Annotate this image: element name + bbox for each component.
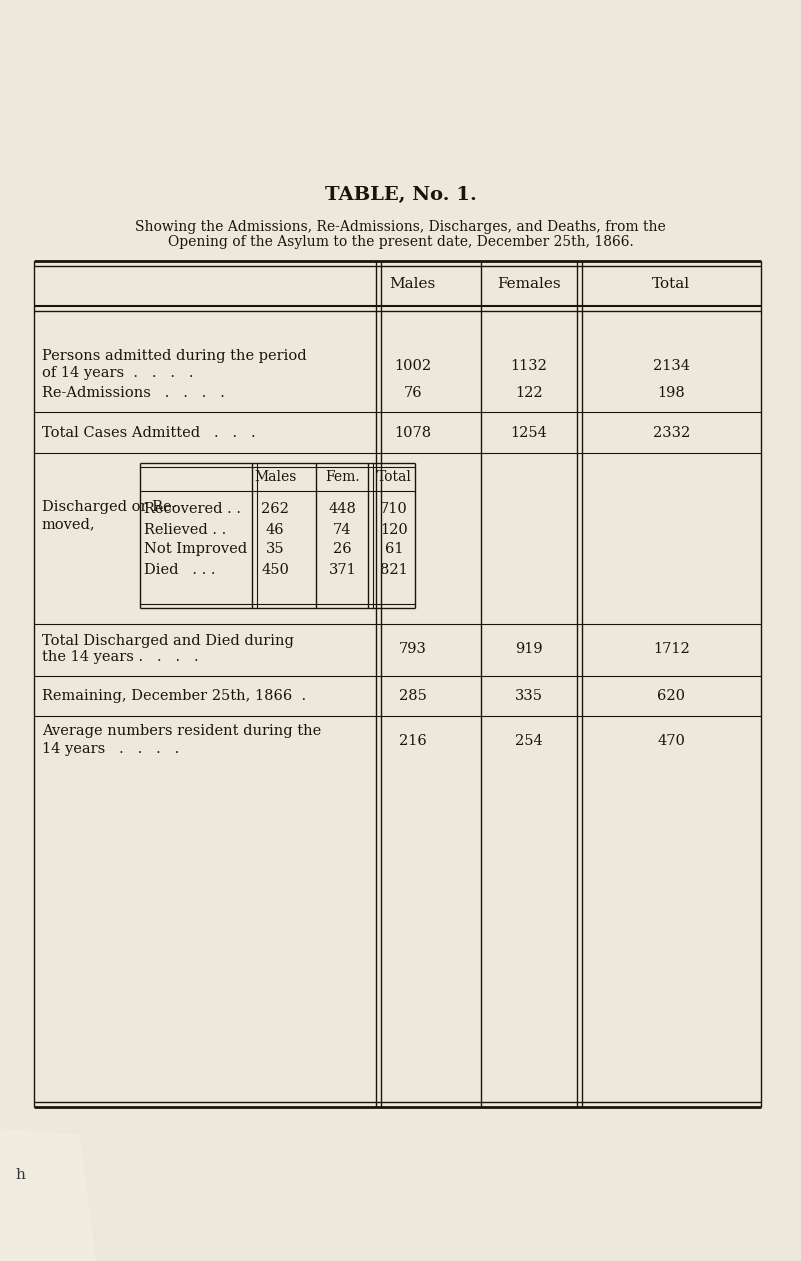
- Text: 1002: 1002: [394, 358, 432, 373]
- Text: Total Discharged and Died during: Total Discharged and Died during: [42, 633, 293, 648]
- Text: 793: 793: [399, 642, 427, 657]
- Text: Discharged or Re-: Discharged or Re-: [42, 499, 176, 514]
- Text: 371: 371: [328, 562, 356, 578]
- Text: 470: 470: [658, 734, 685, 749]
- Text: Females: Females: [497, 276, 561, 291]
- Text: 2332: 2332: [653, 425, 690, 440]
- Text: 122: 122: [515, 386, 542, 401]
- Text: Total: Total: [652, 276, 690, 291]
- Text: Average numbers resident during the: Average numbers resident during the: [42, 724, 321, 739]
- Text: h: h: [15, 1168, 25, 1183]
- Text: 1078: 1078: [394, 425, 432, 440]
- Text: 620: 620: [658, 689, 685, 704]
- Text: 262: 262: [261, 502, 289, 517]
- Text: 1254: 1254: [510, 425, 547, 440]
- Text: 26: 26: [333, 541, 352, 556]
- Text: 46: 46: [266, 522, 284, 537]
- Text: 1712: 1712: [653, 642, 690, 657]
- Text: Males: Males: [254, 469, 296, 484]
- Text: 198: 198: [658, 386, 685, 401]
- Text: 710: 710: [380, 502, 408, 517]
- Text: 35: 35: [266, 541, 284, 556]
- Text: 285: 285: [399, 689, 427, 704]
- Text: Died   . . .: Died . . .: [144, 562, 215, 578]
- Text: 74: 74: [333, 522, 352, 537]
- Text: 335: 335: [515, 689, 542, 704]
- Text: 120: 120: [380, 522, 408, 537]
- Polygon shape: [0, 1129, 96, 1261]
- Text: the 14 years .   .   .   .: the 14 years . . . .: [42, 649, 199, 665]
- Text: 2134: 2134: [653, 358, 690, 373]
- Text: Total Cases Admitted   .   .   .: Total Cases Admitted . . .: [42, 425, 256, 440]
- Text: Opening of the Asylum to the present date, December 25th, 1866.: Opening of the Asylum to the present dat…: [167, 235, 634, 250]
- Text: 76: 76: [404, 386, 422, 401]
- Text: Persons admitted during the period: Persons admitted during the period: [42, 348, 306, 363]
- Text: Re-Admissions   .   .   .   .: Re-Admissions . . . .: [42, 386, 224, 401]
- Text: Males: Males: [389, 276, 436, 291]
- Text: Remaining, December 25th, 1866  .: Remaining, December 25th, 1866 .: [42, 689, 306, 704]
- Text: 216: 216: [399, 734, 427, 749]
- Text: Not Improved: Not Improved: [144, 541, 248, 556]
- Text: Fem.: Fem.: [325, 469, 360, 484]
- Text: TABLE, No. 1.: TABLE, No. 1.: [324, 187, 477, 204]
- Text: 450: 450: [261, 562, 289, 578]
- Text: of 14 years  .   .   .   .: of 14 years . . . .: [42, 366, 193, 381]
- Text: Total: Total: [376, 469, 412, 484]
- Text: 448: 448: [328, 502, 356, 517]
- Text: 14 years   .   .   .   .: 14 years . . . .: [42, 741, 179, 757]
- Text: 919: 919: [515, 642, 542, 657]
- Text: 1132: 1132: [510, 358, 547, 373]
- Text: 61: 61: [384, 541, 404, 556]
- Text: Relieved . .: Relieved . .: [144, 522, 227, 537]
- Text: Showing the Admissions, Re-Admissions, Discharges, and Deaths, from the: Showing the Admissions, Re-Admissions, D…: [135, 219, 666, 235]
- Text: moved,: moved,: [42, 517, 95, 532]
- Text: 821: 821: [380, 562, 408, 578]
- Text: Recovered . .: Recovered . .: [144, 502, 241, 517]
- Text: 254: 254: [515, 734, 542, 749]
